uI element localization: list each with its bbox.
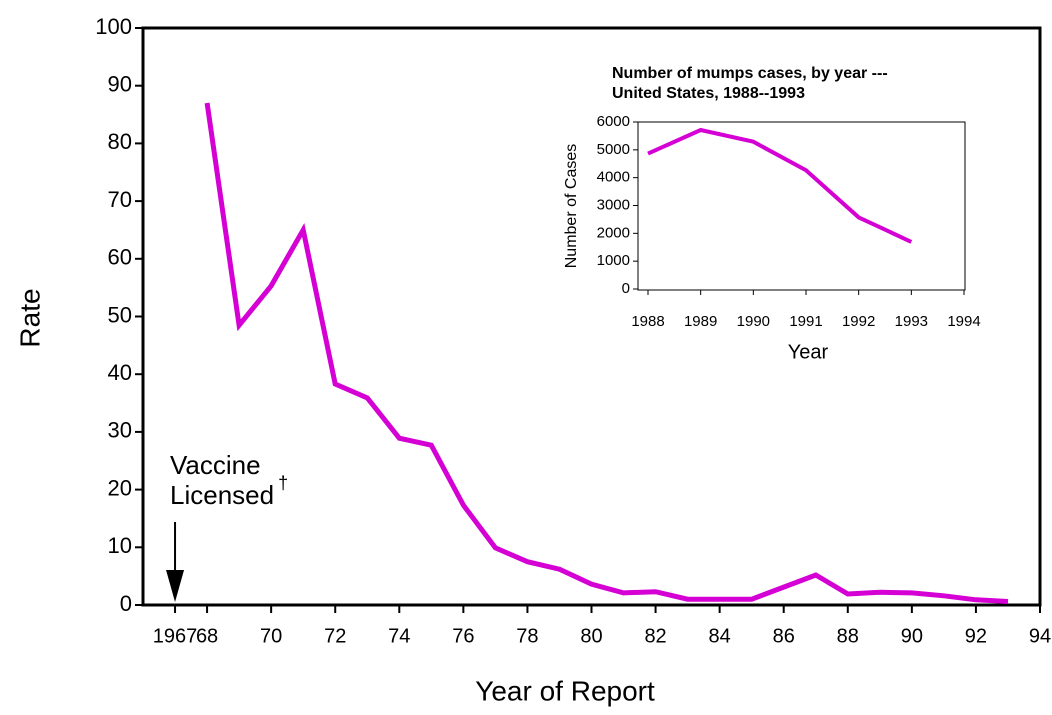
y-tick-label: 20 xyxy=(108,475,132,500)
x-tick-label: 94 xyxy=(1029,625,1051,647)
plot-frame xyxy=(637,121,966,291)
x-tick-label: 88 xyxy=(837,625,859,647)
y-tick-label: 30 xyxy=(108,418,132,443)
x-tick-label: 72 xyxy=(324,625,346,647)
inset-title: Number of mumps cases, by year --- xyxy=(612,65,888,82)
annotation-arrowhead xyxy=(166,570,185,602)
y-axis-label: Rate xyxy=(14,288,45,347)
x-tick-label: 92 xyxy=(965,625,987,647)
y-tick-label: 50 xyxy=(108,302,132,327)
y-tick-label: 3000 xyxy=(597,196,630,213)
x-tick-label: 84 xyxy=(709,625,731,647)
annotation: Licensed xyxy=(170,480,274,510)
x-tick-label: 1989 xyxy=(684,313,717,330)
data-line xyxy=(647,127,913,244)
y-tick-label: 40 xyxy=(108,360,132,385)
x-tick-label: 76 xyxy=(452,625,474,647)
x-tick-label: 1992 xyxy=(842,313,875,330)
y-tick-label: 10 xyxy=(108,533,132,558)
y-tick-label: 90 xyxy=(108,72,132,97)
x-tick-label: 70 xyxy=(260,625,282,647)
x-axis-label: Year of Report xyxy=(475,675,655,706)
annotation-symbol: † xyxy=(278,473,288,493)
x-tick-label: 90 xyxy=(901,625,923,647)
y-tick-label: 100 xyxy=(95,14,132,39)
x-tick-label: 82 xyxy=(644,625,666,647)
annotation: Vaccine xyxy=(170,450,261,480)
inset-title: United States, 1988--1993 xyxy=(612,85,805,102)
inset-y-axis-label: Number of Cases xyxy=(563,144,580,269)
x-tick-label: 1994 xyxy=(947,313,980,330)
y-tick-label: 80 xyxy=(108,129,132,154)
y-tick-label: 5000 xyxy=(597,141,630,158)
y-tick-label: 2000 xyxy=(597,224,630,241)
y-tick-label: 6000 xyxy=(597,113,630,130)
y-tick-label: 70 xyxy=(108,187,132,212)
y-tick-label: 60 xyxy=(108,245,132,270)
inset-x-axis-label: Year xyxy=(788,341,829,363)
x-tick-label: 74 xyxy=(388,625,410,647)
x-tick-label: 1988 xyxy=(631,313,664,330)
x-tick-label: 78 xyxy=(516,625,538,647)
x-tick-label: 80 xyxy=(580,625,602,647)
x-tick-label: 1993 xyxy=(895,313,928,330)
x-tick-label: 1990 xyxy=(737,313,770,330)
y-tick-label: 0 xyxy=(120,591,132,616)
x-tick-label: 1991 xyxy=(789,313,822,330)
x-tick-label: 86 xyxy=(773,625,795,647)
x-tick-label: 1967 xyxy=(153,625,198,647)
y-tick-label: 4000 xyxy=(597,169,630,186)
y-tick-label: 0 xyxy=(622,280,630,297)
x-tick-label: 68 xyxy=(196,625,218,647)
data-line xyxy=(204,102,1009,604)
y-tick-label: 1000 xyxy=(597,252,630,269)
